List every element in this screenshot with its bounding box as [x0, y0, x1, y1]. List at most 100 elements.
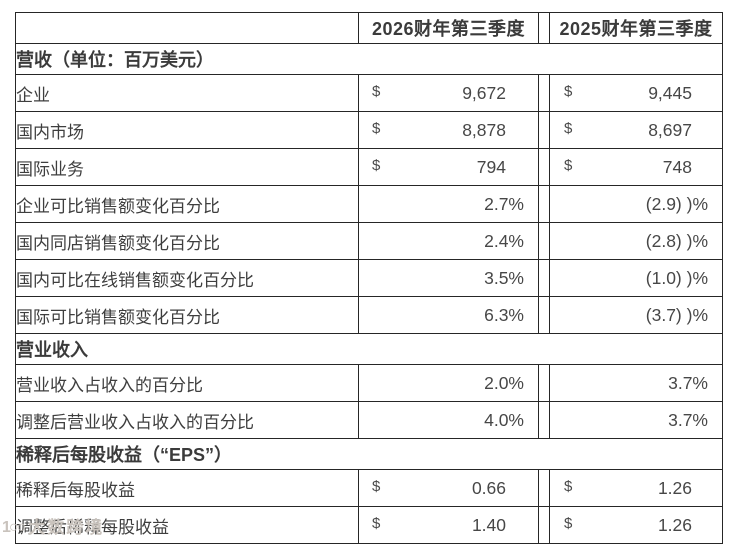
value-cell: $9,445 — [549, 74, 723, 112]
value-cell: 3.5% — [358, 259, 539, 297]
section-label: 营收（单位：百万美元） — [15, 43, 723, 75]
row-label: 营业收入占收入的百分比 — [15, 364, 359, 402]
dollar-sign: $ — [372, 119, 381, 137]
cell-value: (2.8) )% — [645, 230, 708, 251]
value-cell: $794 — [358, 148, 539, 186]
cell-value: 1.26 — [657, 514, 692, 535]
dollar-sign: $ — [564, 156, 573, 174]
section-row: 营收（单位：百万美元） — [15, 43, 723, 75]
cell-value: 9,445 — [648, 82, 692, 103]
column-gap — [538, 401, 550, 439]
cell-value: 748 — [662, 156, 692, 177]
cell-value: 794 — [476, 156, 506, 177]
section-label: 营业收入 — [15, 333, 723, 365]
column-gap — [538, 74, 550, 112]
dollar-sign: $ — [372, 156, 381, 174]
value-cell: (1.0) )% — [549, 259, 723, 297]
cell-value: 8,697 — [648, 119, 692, 140]
cell-value: 4.0% — [484, 409, 524, 430]
cell-value: 3.7% — [668, 372, 708, 393]
dollar-sign: $ — [564, 82, 573, 100]
row-label: 企业 — [15, 74, 359, 112]
column-gap — [538, 259, 550, 297]
row-label: 国内可比在线销售额变化百分比 — [15, 259, 359, 297]
row-label: 企业可比销售额变化百分比 — [15, 185, 359, 223]
data-row: 调整后营业收入占收入的百分比 4.0% 3.7% — [15, 401, 723, 439]
value-cell: $748 — [549, 148, 723, 186]
section-row: 稀释后每股收益（“EPS”） — [15, 438, 723, 470]
value-cell: $1.40 — [358, 506, 539, 544]
data-row: 国内同店销售额变化百分比 2.4% (2.8) )% — [15, 222, 723, 260]
col-header-fy2025-q3: 2025财年第三季度 — [549, 12, 723, 44]
row-label: 调整后稀释每股收益 — [15, 506, 359, 544]
value-cell: 2.0% — [358, 364, 539, 402]
corner-cell — [15, 12, 359, 44]
financial-results-table: 2026财年第三季度 2025财年第三季度 营收（单位：百万美元） 企业 $9,67… — [15, 12, 723, 544]
value-cell: 3.7% — [549, 401, 723, 439]
data-row: 国内市场 $8,878 $8,697 — [15, 111, 723, 149]
watermark-logo-icon: 1○○ — [2, 519, 26, 536]
cell-value: 1.40 — [471, 514, 506, 535]
value-cell: $1.26 — [549, 469, 723, 507]
column-gap — [538, 222, 550, 260]
section-row: 营业收入 — [15, 333, 723, 365]
dollar-sign: $ — [372, 82, 381, 100]
data-row: 调整后稀释每股收益 $1.40 $1.26 — [15, 506, 723, 544]
watermark: 1○○ 大数跨境 — [2, 513, 104, 538]
cell-value: 3.5% — [484, 267, 524, 288]
column-gap — [538, 148, 550, 186]
value-cell: (2.8) )% — [549, 222, 723, 260]
cell-value: (1.0) )% — [645, 267, 708, 288]
cell-value: (2.9) )% — [645, 193, 708, 214]
value-cell: $1.26 — [549, 506, 723, 544]
row-label: 调整后营业收入占收入的百分比 — [15, 401, 359, 439]
value-cell: $8,697 — [549, 111, 723, 149]
column-gap — [538, 185, 550, 223]
row-label: 国际业务 — [15, 148, 359, 186]
data-row: 企业可比销售额变化百分比 2.7% (2.9) )% — [15, 185, 723, 223]
cell-value: 8,878 — [462, 119, 506, 140]
cell-value: 2.4% — [484, 230, 524, 251]
value-cell: $8,878 — [358, 111, 539, 149]
data-row: 国际业务 $794 $748 — [15, 148, 723, 186]
cell-value: 0.66 — [471, 477, 506, 498]
data-row: 稀释后每股收益 $0.66 $1.26 — [15, 469, 723, 507]
dollar-sign: $ — [564, 477, 573, 495]
column-gap — [538, 111, 550, 149]
dollar-sign: $ — [564, 119, 573, 137]
cell-value: 2.0% — [484, 372, 524, 393]
value-cell: $0.66 — [358, 469, 539, 507]
section-label: 稀释后每股收益（“EPS”） — [15, 438, 723, 470]
column-gap — [538, 364, 550, 402]
col-header-fy2026-q3: 2026财年第三季度 — [358, 12, 539, 44]
cell-value: 3.7% — [668, 409, 708, 430]
data-row: 国内可比在线销售额变化百分比 3.5% (1.0) )% — [15, 259, 723, 297]
cell-value: (3.7) )% — [645, 304, 708, 325]
value-cell: 2.7% — [358, 185, 539, 223]
row-label: 稀释后每股收益 — [15, 469, 359, 507]
column-gap — [538, 12, 550, 44]
value-cell: 2.4% — [358, 222, 539, 260]
dollar-sign: $ — [564, 514, 573, 532]
dollar-sign: $ — [372, 514, 381, 532]
column-gap — [538, 506, 550, 544]
header-row: 2026财年第三季度 2025财年第三季度 — [15, 12, 723, 44]
row-label: 国内同店销售额变化百分比 — [15, 222, 359, 260]
value-cell: (2.9) )% — [549, 185, 723, 223]
data-row: 国际可比销售额变化百分比 6.3% (3.7) )% — [15, 296, 723, 334]
data-row: 营业收入占收入的百分比 2.0% 3.7% — [15, 364, 723, 402]
column-gap — [538, 469, 550, 507]
cell-value: 1.26 — [657, 477, 692, 498]
data-row: 企业 $9,672 $9,445 — [15, 74, 723, 112]
column-gap — [538, 296, 550, 334]
table-body: 营收（单位：百万美元） 企业 $9,672 $9,445 国内市场 $8,878 $8,69… — [15, 43, 723, 544]
value-cell: 3.7% — [549, 364, 723, 402]
watermark-text: 大数跨境 — [28, 518, 105, 537]
value-cell: (3.7) )% — [549, 296, 723, 334]
row-label: 国内市场 — [15, 111, 359, 149]
dollar-sign: $ — [372, 477, 381, 495]
cell-value: 2.7% — [484, 193, 524, 214]
cell-value: 6.3% — [484, 304, 524, 325]
value-cell: $9,672 — [358, 74, 539, 112]
